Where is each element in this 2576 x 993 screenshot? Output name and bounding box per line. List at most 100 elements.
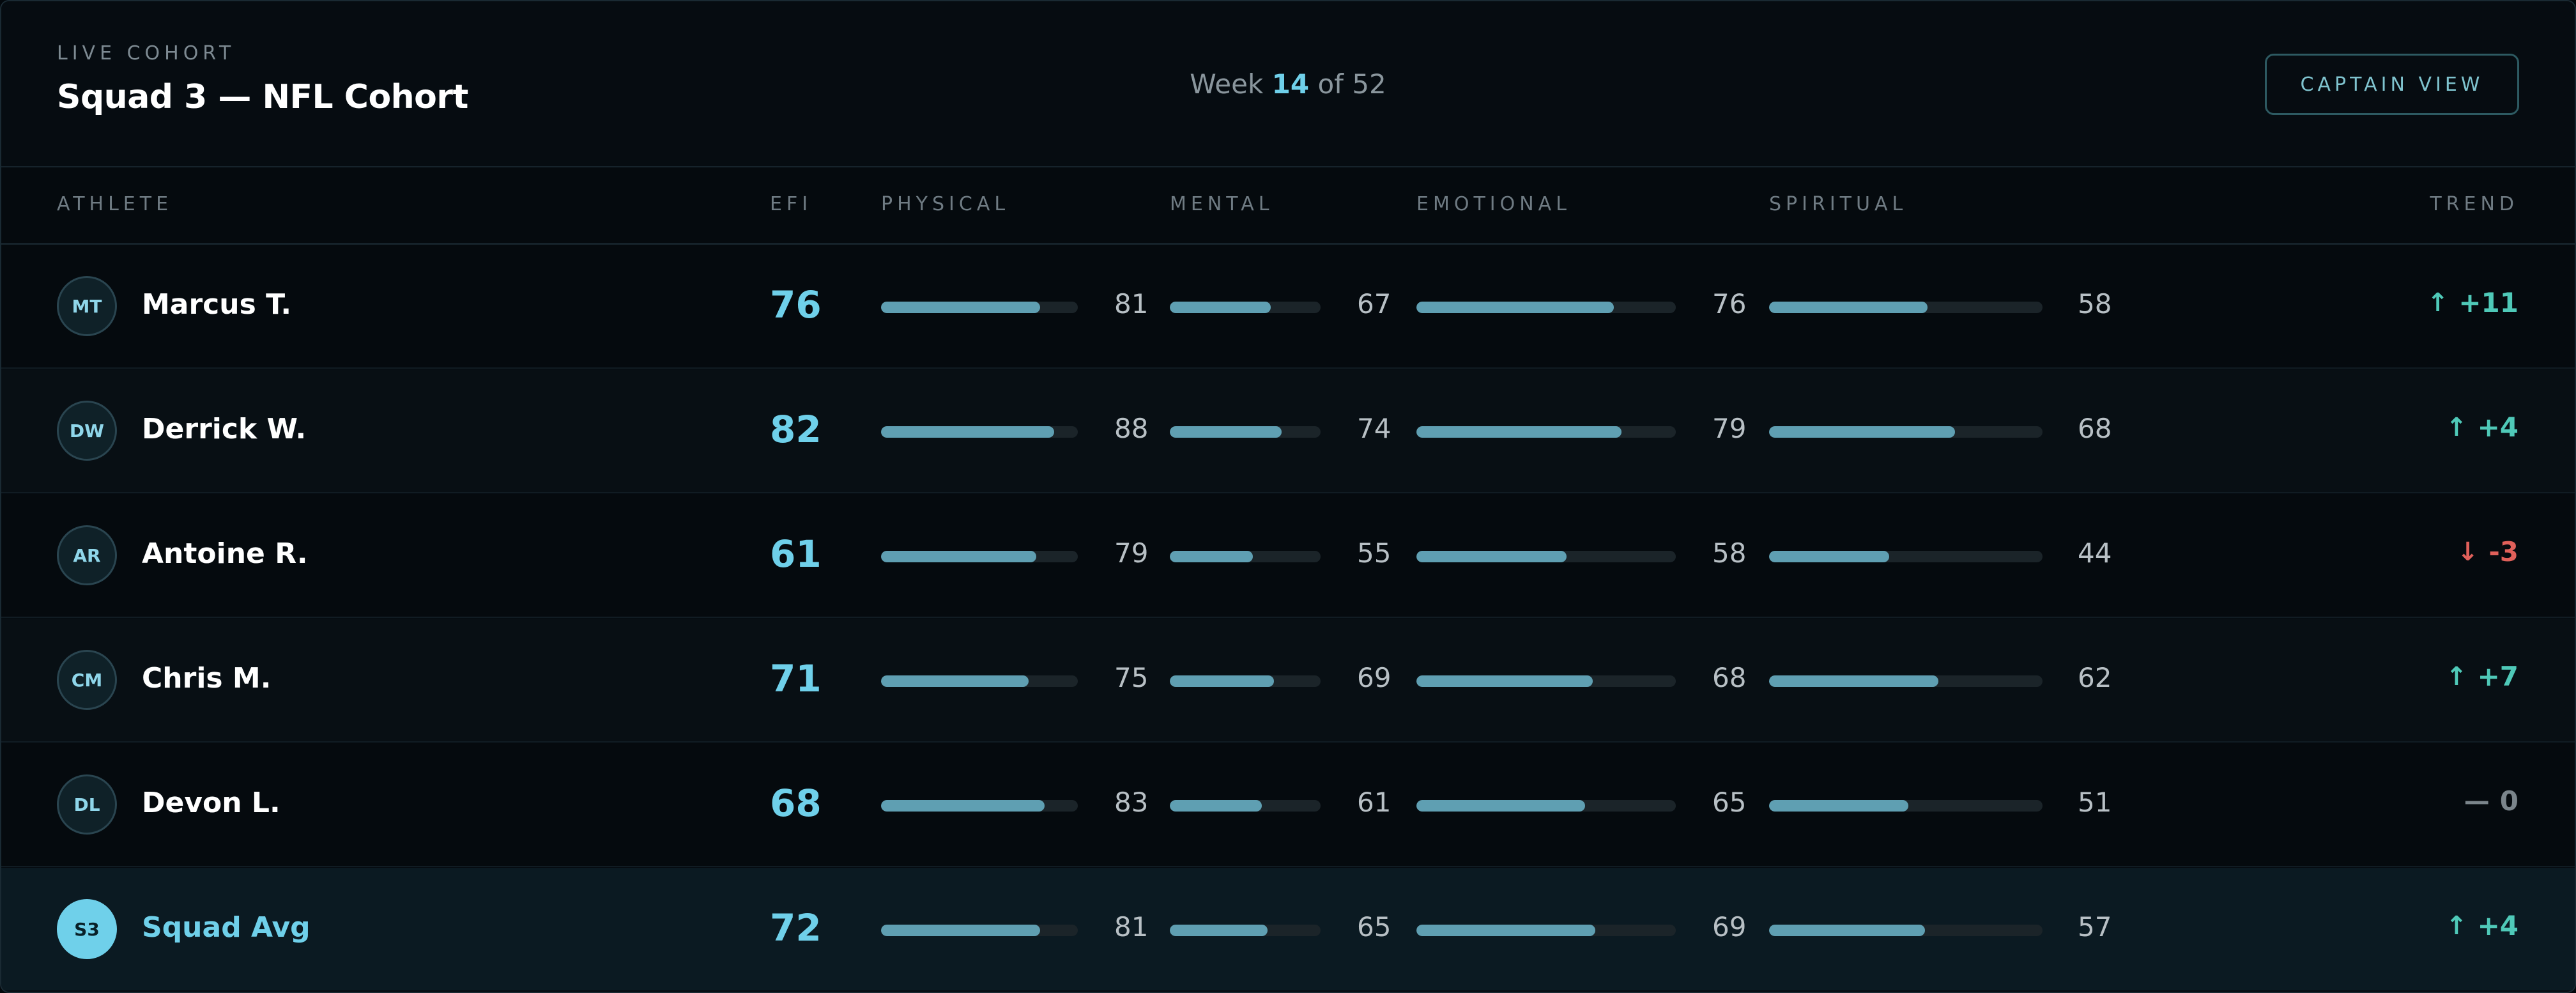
avatar: S3: [57, 899, 117, 959]
captain-view-button[interactable]: CAPTAIN VIEW: [2265, 54, 2519, 115]
arrow-down-icon: ↓: [2457, 537, 2479, 567]
physical-bar: [881, 675, 1078, 687]
trend-indicator: ↑ +4: [2446, 412, 2518, 443]
efi-score: 76: [770, 283, 822, 327]
avatar: DW: [57, 401, 117, 461]
athlete-name[interactable]: Antoine R.: [142, 537, 308, 570]
squad-average-row[interactable]: S3 Squad Avg 72 81 65 69 57 ↑ +4: [1, 868, 2575, 990]
mental-value: 69: [1357, 662, 1392, 693]
emotional-bar-fill: [1416, 925, 1596, 936]
spiritual-bar-fill: [1769, 675, 1939, 687]
emotional-bar: [1416, 426, 1676, 438]
emotional-value: 68: [1712, 662, 1747, 693]
spiritual-bar-fill: [1769, 800, 1909, 812]
trend-indicator: ↑ +11: [2427, 287, 2518, 318]
physical-value: 81: [1114, 911, 1149, 943]
spiritual-bar-fill: [1769, 925, 1925, 936]
athlete-name[interactable]: Squad Avg: [142, 911, 310, 944]
mental-value: 61: [1357, 787, 1392, 818]
physical-bar: [881, 800, 1078, 812]
efi-score: 82: [770, 408, 822, 451]
emotional-value: 69: [1712, 911, 1747, 943]
mental-bar-fill: [1170, 675, 1274, 687]
column-athlete[interactable]: ATHLETE: [57, 193, 173, 215]
column-efi[interactable]: EFI: [770, 193, 813, 215]
table-row[interactable]: CM Chris M. 71 75 69 68 62 ↑ +7: [1, 619, 2575, 743]
emotional-bar: [1416, 925, 1676, 936]
efi-score: 72: [770, 906, 822, 950]
avatar: MT: [57, 276, 117, 336]
spiritual-value: 58: [2078, 288, 2112, 319]
spiritual-bar-fill: [1769, 426, 1956, 438]
mental-value: 55: [1357, 537, 1392, 569]
mental-bar-fill: [1170, 925, 1268, 936]
trend-indicator: ↓ -3: [2457, 536, 2518, 567]
arrow-up-icon: ↑: [2446, 412, 2467, 442]
column-physical[interactable]: PHYSICAL: [881, 193, 1010, 215]
spiritual-bar: [1769, 675, 2043, 687]
spiritual-bar: [1769, 426, 2043, 438]
column-emotional[interactable]: EMOTIONAL: [1416, 193, 1571, 215]
physical-value: 81: [1114, 288, 1149, 319]
physical-bar: [881, 925, 1078, 936]
emotional-bar: [1416, 551, 1676, 562]
spiritual-value: 51: [2078, 787, 2112, 818]
table-row[interactable]: DL Devon L. 68 83 61 65 51—0: [1, 743, 2575, 867]
emotional-bar-fill: [1416, 302, 1614, 313]
physical-value: 79: [1114, 537, 1149, 569]
week-label: Week: [1190, 68, 1264, 100]
avatar: AR: [57, 525, 117, 585]
spiritual-bar: [1769, 800, 2043, 812]
physical-bar-fill: [881, 302, 1041, 313]
physical-bar-fill: [881, 426, 1055, 438]
spiritual-bar: [1769, 551, 2043, 562]
emotional-value: 79: [1712, 413, 1747, 444]
spiritual-bar-fill: [1769, 551, 1890, 562]
spiritual-value: 68: [2078, 413, 2112, 444]
spiritual-value: 62: [2078, 662, 2112, 693]
mental-bar: [1170, 302, 1321, 313]
trend-indicator: ↑ +7: [2446, 661, 2518, 692]
emotional-bar: [1416, 675, 1676, 687]
mental-bar: [1170, 675, 1321, 687]
table-row[interactable]: MT Marcus T. 76 81 67 76 58 ↑ +11: [1, 245, 2575, 369]
trend-value: +11: [2458, 287, 2518, 318]
trend-value: +7: [2477, 661, 2518, 692]
mental-bar-fill: [1170, 302, 1271, 313]
athlete-name[interactable]: Derrick W.: [142, 413, 307, 445]
column-trend[interactable]: TREND: [2430, 193, 2518, 215]
trend-value: +4: [2477, 910, 2518, 941]
mental-bar: [1170, 800, 1321, 812]
page-title: Squad 3 — NFL Cohort: [57, 78, 468, 116]
emotional-bar-fill: [1416, 675, 1593, 687]
column-spiritual[interactable]: SPIRITUAL: [1769, 193, 1908, 215]
athlete-name[interactable]: Devon L.: [142, 787, 280, 819]
table-row[interactable]: DW Derrick W. 82 88 74 79 68 ↑ +4: [1, 369, 2575, 493]
week-indicator: Week 14 of 52: [1, 68, 2575, 100]
athlete-name[interactable]: Chris M.: [142, 662, 272, 695]
avatar: CM: [57, 650, 117, 710]
eyebrow-label: LIVE COHORT: [57, 42, 236, 65]
athlete-name[interactable]: Marcus T.: [142, 288, 292, 321]
table-row[interactable]: AR Antoine R. 61 79 55 58 44 ↓ -3: [1, 494, 2575, 618]
efi-score: 61: [770, 532, 822, 576]
avatar: DL: [57, 774, 117, 835]
table-header: ATHLETE EFI PHYSICAL MENTAL EMOTIONAL SP…: [1, 167, 2575, 245]
trend-value: 0: [2499, 785, 2518, 817]
emotional-bar-fill: [1416, 800, 1585, 812]
spiritual-bar: [1769, 302, 2043, 313]
trend-indicator: —0: [2464, 785, 2518, 817]
mental-bar-fill: [1170, 426, 1282, 438]
emotional-bar-fill: [1416, 426, 1621, 438]
trend-indicator: ↑ +4: [2446, 910, 2518, 941]
mental-bar-fill: [1170, 551, 1253, 562]
mental-value: 74: [1357, 413, 1392, 444]
trend-value: +4: [2477, 412, 2518, 443]
physical-bar: [881, 302, 1078, 313]
mental-bar: [1170, 925, 1321, 936]
column-mental[interactable]: MENTAL: [1170, 193, 1274, 215]
emotional-bar-fill: [1416, 551, 1567, 562]
physical-bar: [881, 426, 1078, 438]
emotional-bar: [1416, 302, 1676, 313]
